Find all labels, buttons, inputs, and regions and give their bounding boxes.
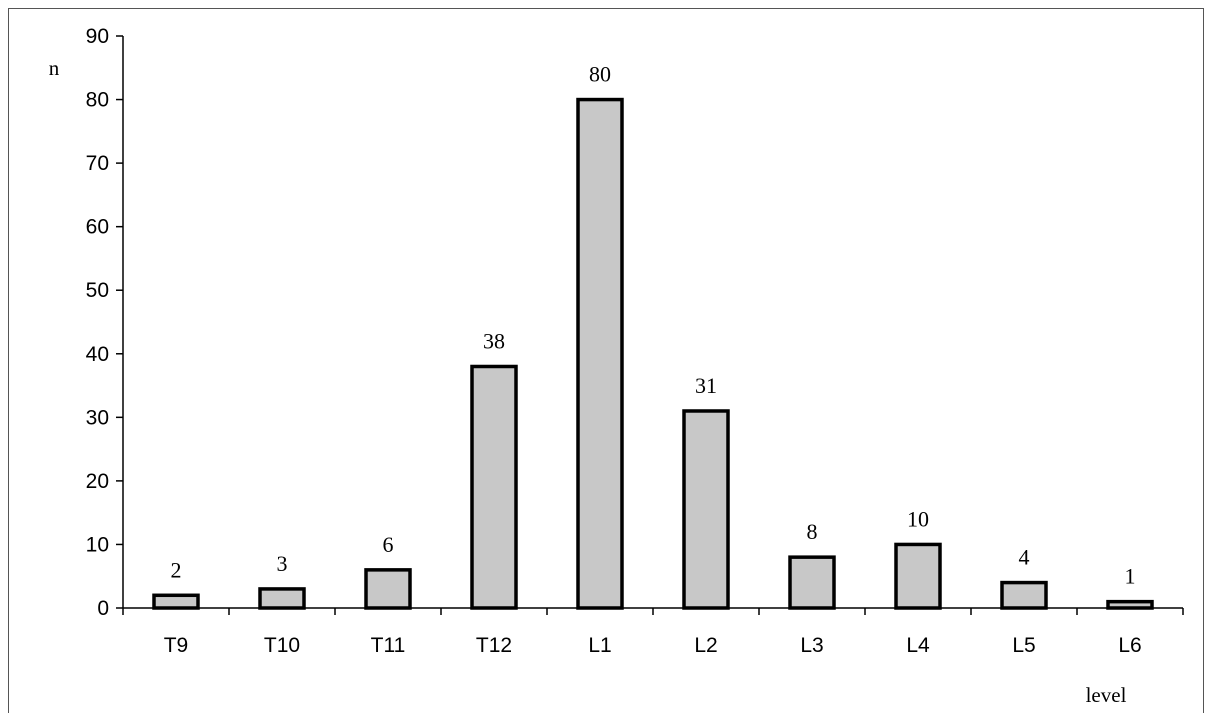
bar-l6 xyxy=(1106,599,1154,610)
data-label-l6: 1 xyxy=(1125,564,1136,589)
y-tick-label: 20 xyxy=(86,470,109,493)
bar-l4 xyxy=(894,542,942,610)
plot-area: 0 10 20 30 40 50 60 70 80 90 2 T9 3 T10 6 T11 38 T12 80 L1 3… xyxy=(86,25,1184,657)
x-axis-title: level xyxy=(1086,683,1127,707)
data-label-l4: 10 xyxy=(907,506,929,531)
y-tick-label: 70 xyxy=(86,152,109,175)
bar-l1 xyxy=(576,97,624,610)
y-tick-label: 10 xyxy=(86,533,109,556)
data-label-t12: 38 xyxy=(483,328,505,353)
data-label-l5: 4 xyxy=(1019,545,1030,570)
x-tick-label-l2: L2 xyxy=(694,634,717,657)
y-tick-label: 50 xyxy=(86,279,109,302)
bar-t10 xyxy=(258,587,306,610)
bar-l2 xyxy=(682,409,730,610)
chart-frame xyxy=(8,8,1204,713)
x-tick-label-t9: T9 xyxy=(164,634,189,657)
y-tick-label: 80 xyxy=(86,89,109,112)
y-tick-label: 30 xyxy=(86,406,109,429)
data-label-t9: 2 xyxy=(171,557,182,582)
bar-l3 xyxy=(788,555,836,610)
x-tick-label-l6: L6 xyxy=(1118,634,1141,657)
data-label-l1: 80 xyxy=(589,62,611,87)
bar-t9 xyxy=(152,593,200,610)
y-tick-label: 60 xyxy=(86,216,109,239)
x-tick-label-l4: L4 xyxy=(906,634,930,657)
x-tick-label-t12: T12 xyxy=(476,634,512,657)
bar-t12 xyxy=(470,364,518,610)
x-tick-label-t10: T10 xyxy=(264,634,300,657)
x-tick-label-t11: T11 xyxy=(371,634,406,657)
x-tick-label-l5: L5 xyxy=(1012,634,1035,657)
y-tick-label: 0 xyxy=(97,597,109,620)
x-tick-label-l1: L1 xyxy=(588,634,611,657)
bar-l5 xyxy=(1000,580,1048,610)
data-label-t11: 6 xyxy=(383,532,394,557)
x-tick-label-l3: L3 xyxy=(800,634,823,657)
y-tick-label: 90 xyxy=(86,25,109,48)
data-label-t10: 3 xyxy=(277,551,288,576)
y-tick-label: 40 xyxy=(86,343,109,366)
data-label-l3: 8 xyxy=(807,519,818,544)
bar-t11 xyxy=(364,568,412,610)
data-label-l2: 31 xyxy=(695,373,717,398)
y-axis-title: n xyxy=(49,56,60,80)
